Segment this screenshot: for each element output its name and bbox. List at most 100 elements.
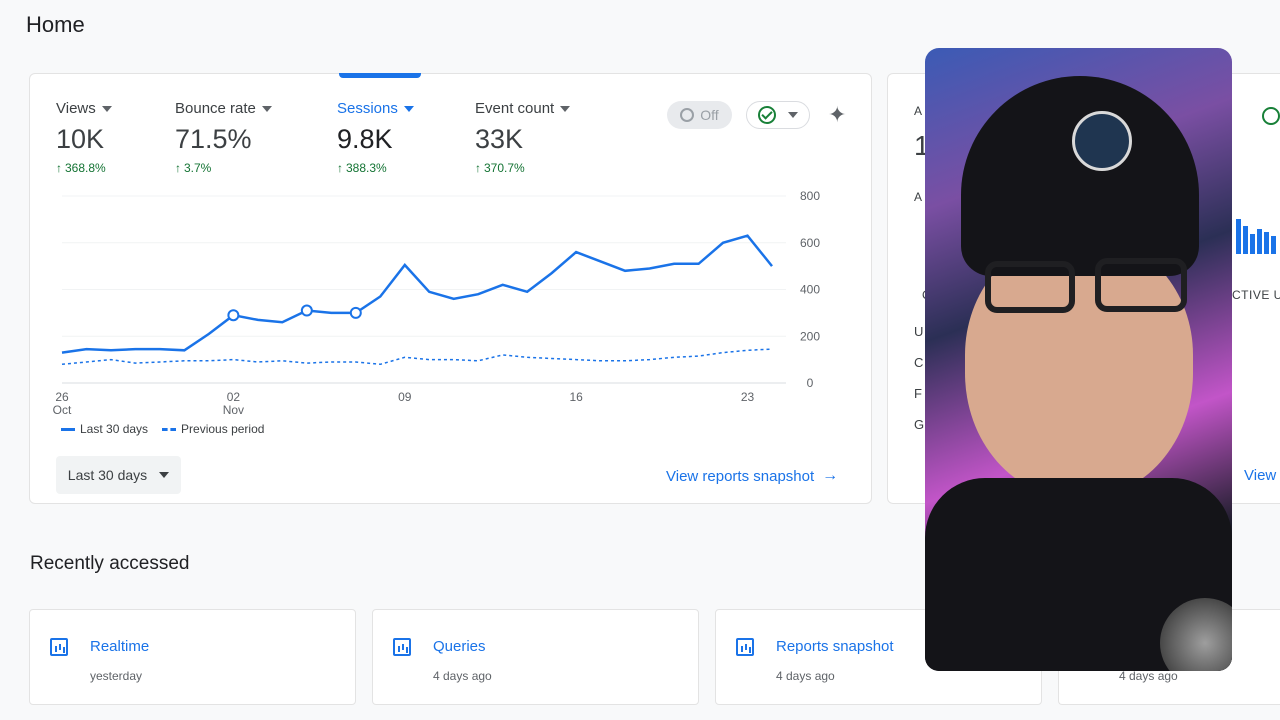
side-row-label: U [914,324,924,339]
caret-down-icon [560,105,571,112]
side-bar [1236,219,1241,254]
chart-legend: Last 30 days Previous period [61,422,278,436]
side-row-label: C [914,355,924,370]
y-tick-label: 200 [800,329,820,343]
view-reports-snapshot-link[interactable]: View reports snapshot → [666,467,838,485]
x-tick-label: 02 [227,390,241,404]
presenter-face [965,238,1193,498]
arrow-up-icon: ↑ [175,161,181,175]
x-tick-label: 09 [398,390,412,404]
metric-label: Event count [475,100,555,117]
insights-off-toggle[interactable]: Off [667,101,732,129]
legend-label: Previous period [181,422,265,436]
metric-value: 10K [56,124,105,154]
legend-item-previous: Previous period [162,422,264,436]
recent-card-queries[interactable]: Queries 4 days ago [372,609,699,705]
metric-value: 71.5% [175,124,252,154]
check-circle-icon[interactable] [1262,107,1280,125]
metric-value: 33K [475,124,524,154]
recent-card-time: 4 days ago [1119,669,1178,683]
arrow-up-icon: ↑ [337,161,343,175]
page-title: Home [26,12,85,37]
cap-logo [1072,111,1132,171]
selected-metric-indicator [339,73,421,78]
metric-views[interactable]: Views 10K ↑ 368.8% [56,100,112,175]
side-row-label: F [914,386,922,401]
legend-item-current: Last 30 days [61,422,148,436]
report-chart-icon [736,638,754,656]
sparkle-icon[interactable]: ✦ [828,102,847,127]
metric-change: 388.3% [346,161,387,175]
metric-change: 370.7% [484,161,525,175]
metric-bounce-rate[interactable]: Bounce rate 71.5% ↑ 3.7% [175,100,272,175]
metric-change: 3.7% [184,161,212,175]
annotation-marker [300,304,313,317]
recent-card-time: yesterday [90,669,143,683]
y-tick-label: 400 [800,283,820,297]
caret-down-icon [403,105,414,112]
side-bar [1271,236,1276,254]
series-line-previous-period [61,348,773,366]
arrow-up-icon: ↑ [475,161,481,175]
recent-card-time: 4 days ago [433,669,492,683]
y-tick-label: 800 [800,189,820,203]
glasses-right [1095,258,1187,312]
legend-swatch-solid [61,427,75,431]
data-quality-dropdown[interactable] [746,101,810,129]
metric-label: Sessions [337,100,398,117]
arrow-right-icon: → [822,467,839,484]
recent-card-title: Reports snapshot [776,638,894,655]
side-bar [1257,229,1262,254]
y-tick-label: 600 [800,236,820,250]
side-bar-chart [1236,219,1276,254]
metric-event-count[interactable]: Event count 33K ↑ 370.7% [475,100,571,175]
recent-card-title: Realtime [90,638,150,655]
x-tick-label: 23 [741,390,755,404]
recent-card-title: Queries [433,638,486,655]
x-tick-month: Oct [53,403,72,414]
date-range-dropdown[interactable]: Last 30 days [56,456,181,494]
caret-down-icon [101,105,112,112]
webcam-overlay [925,48,1232,671]
x-tick-month: Nov [223,403,244,414]
check-circle-icon [758,106,776,124]
overview-card: Views 10K ↑ 368.8% Bounce rate 71.5% ↑ 3.7… [29,73,872,504]
arrow-up-icon: ↑ [56,161,62,175]
annotation-marker [349,306,362,319]
side-sub-fragment: A [914,190,923,204]
caret-down-icon [261,105,272,112]
report-chart-icon [50,638,68,656]
legend-label: Last 30 days [80,422,149,436]
x-tick-label: 16 [569,390,583,404]
view-link-label: View reports snapshot [666,467,815,485]
legend-swatch-dashed [162,427,177,431]
off-label: Off [700,107,719,123]
side-header-fragment: A [914,104,923,118]
side-bar [1250,234,1255,254]
side-row-label: G [914,417,925,432]
metric-value: 9.8K [337,124,393,154]
x-tick-label: 26 [55,390,69,404]
side-bar [1264,232,1269,254]
report-chart-icon [393,638,411,656]
y-tick-label: 0 [807,376,814,390]
presenter-cap [961,76,1199,276]
recent-card-realtime[interactable]: Realtime yesterday [29,609,356,705]
side-bar [1243,226,1248,254]
metric-label: Views [56,100,96,117]
date-range-label: Last 30 days [67,467,148,483]
glasses-left [985,261,1075,313]
metric-label: Bounce rate [175,100,256,117]
recently-accessed-title: Recently accessed [30,553,190,574]
caret-down-icon [159,472,170,478]
annotation-marker [227,309,240,322]
metric-sessions[interactable]: Sessions 9.8K ↑ 388.3% [337,100,414,175]
side-view-link[interactable]: View [1244,467,1277,484]
badge-icon [680,108,695,122]
recent-card-time: 4 days ago [776,669,835,683]
caret-down-icon [788,112,798,118]
series-line-last-30-days [61,234,773,354]
side-column-header: CTIVE U [1232,288,1280,302]
metric-change: 368.8% [65,161,106,175]
